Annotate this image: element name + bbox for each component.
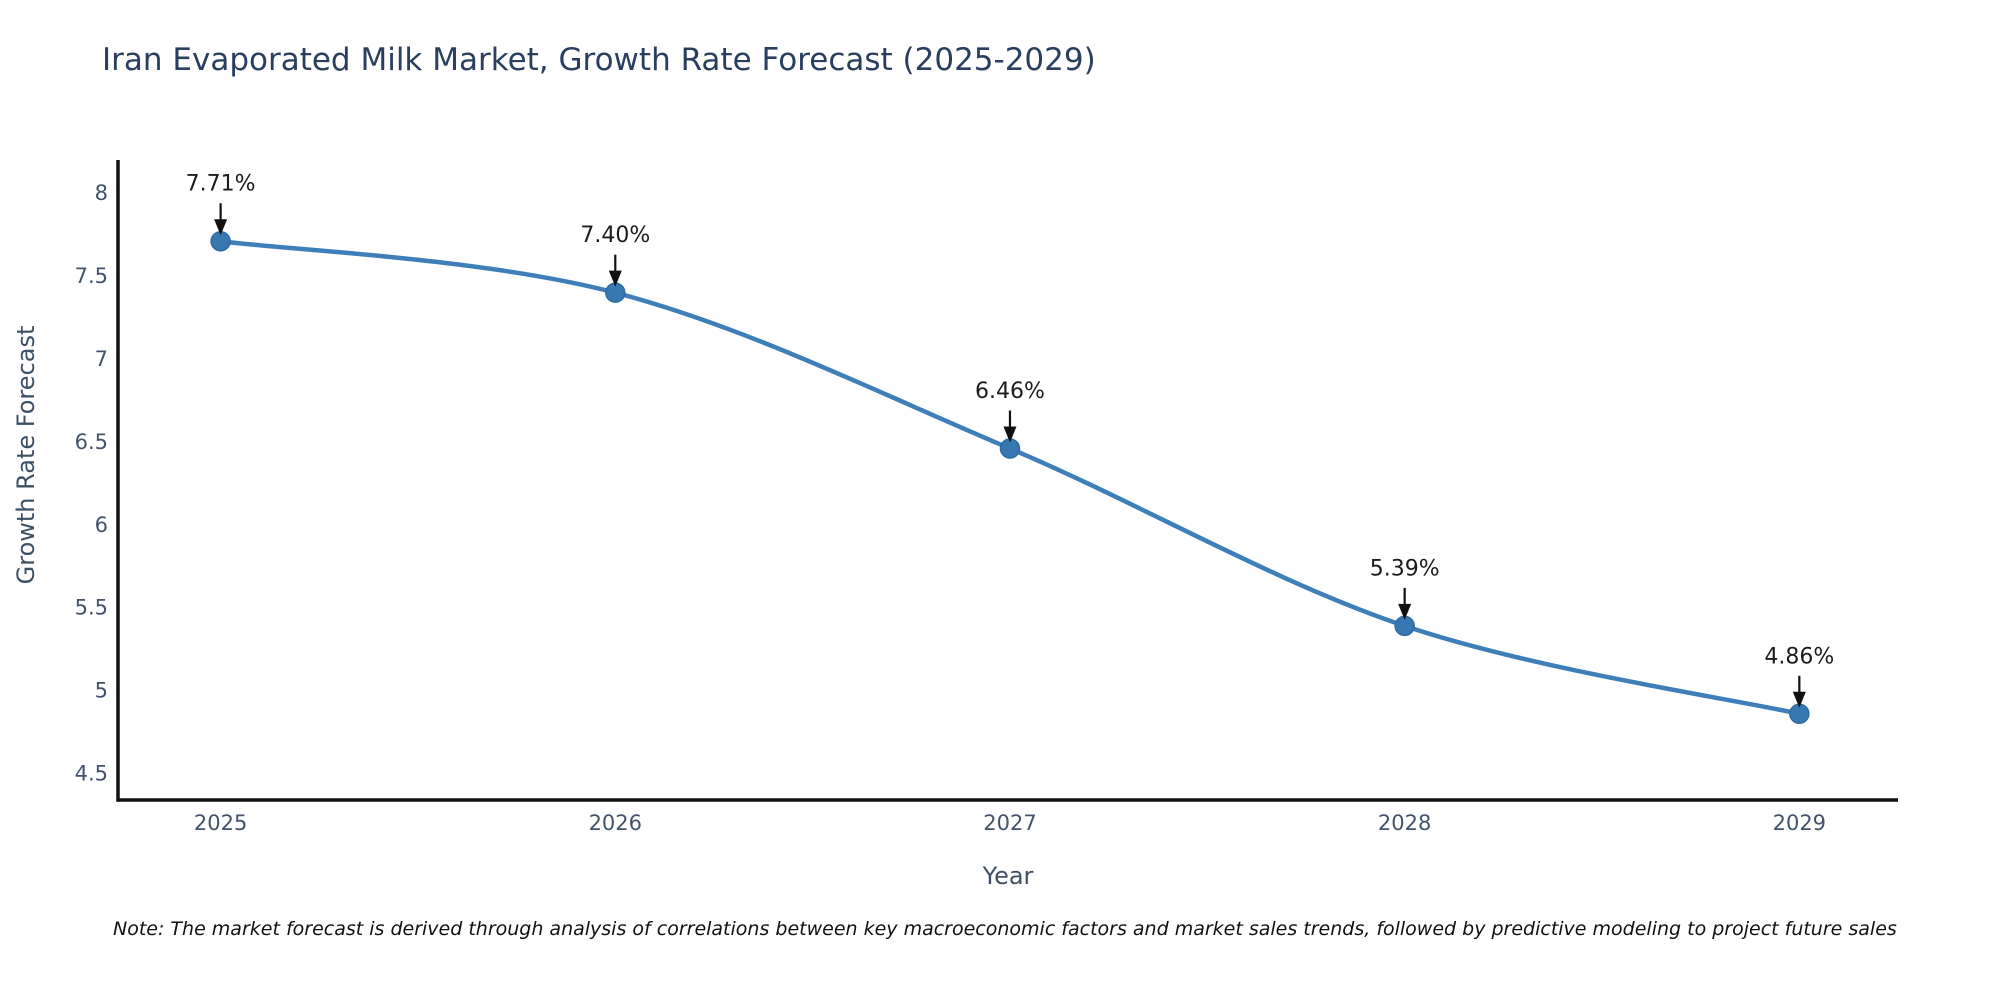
annotation-label: 4.86% (1764, 644, 1834, 669)
x-axis-title: Year (982, 862, 1034, 890)
annotation-label: 5.39% (1370, 556, 1440, 581)
y-tick-label: 5.5 (75, 596, 108, 620)
y-tick-label: 5 (95, 679, 108, 703)
annotation-arrowhead (1003, 426, 1017, 443)
y-tick-label: 7.5 (75, 264, 108, 288)
x-tick-label: 2026 (589, 811, 642, 835)
annotation-arrowhead (1398, 603, 1412, 620)
y-axis-title: Growth Rate Forecast (12, 325, 40, 585)
y-tick-label: 6.5 (75, 430, 108, 454)
x-tick-label: 2028 (1378, 811, 1431, 835)
y-tick-label: 4.5 (75, 761, 108, 785)
annotation-label: 7.40% (580, 223, 650, 248)
annotation-label: 6.46% (975, 379, 1045, 404)
y-tick-label: 7 (95, 347, 108, 371)
forecast-line (218, 238, 1802, 717)
annotation-arrowhead (608, 270, 622, 287)
x-tick-label: 2029 (1773, 811, 1826, 835)
x-tick-label: 2025 (194, 811, 247, 835)
chart-title: Iran Evaporated Milk Market, Growth Rate… (102, 42, 1096, 78)
footnote: Note: The market forecast is derived thr… (113, 918, 1897, 940)
y-tick-label: 6 (95, 513, 108, 537)
x-tick-label: 2027 (983, 811, 1036, 835)
annotation-arrowhead (214, 219, 228, 236)
annotation-arrowhead (1792, 691, 1806, 708)
y-tick-label: 8 (95, 181, 108, 205)
annotation-label: 7.71% (186, 172, 256, 197)
